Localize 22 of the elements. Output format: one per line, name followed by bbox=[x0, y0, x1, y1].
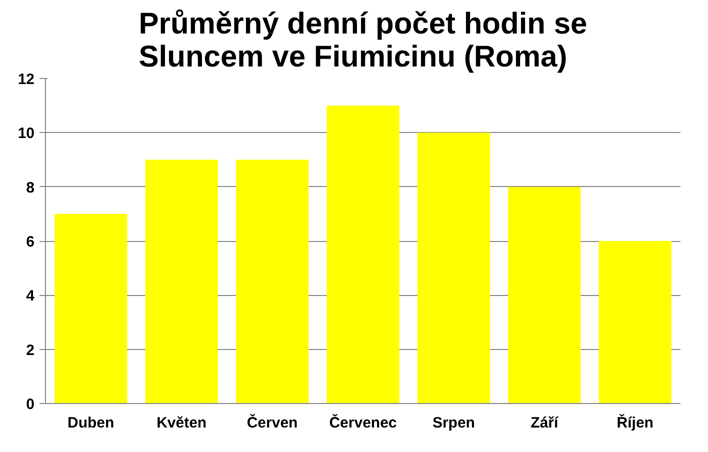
y-tick-label: 4 bbox=[26, 288, 36, 305]
y-tick-label: 12 bbox=[18, 71, 35, 88]
bar bbox=[417, 132, 490, 404]
bar bbox=[326, 106, 400, 404]
x-tick-label: Květen bbox=[156, 414, 207, 432]
bar bbox=[54, 214, 128, 404]
x-tick-label: Srpen bbox=[432, 414, 475, 432]
x-tick-label: Říjen bbox=[616, 414, 654, 432]
y-tick-label: 6 bbox=[26, 234, 34, 250]
bar bbox=[236, 160, 309, 404]
chart-title: Průměrný denní počet hodin se Sluncem ve Fiumicinu (Roma) bbox=[138, 8, 588, 74]
x-tick-label: Červen bbox=[246, 414, 298, 432]
x-tick-label: Září bbox=[530, 414, 560, 432]
y-tick-label: 10 bbox=[18, 125, 35, 142]
bar bbox=[508, 186, 581, 404]
y-tick-label: 2 bbox=[26, 342, 34, 359]
y-tick-label: 0 bbox=[26, 396, 34, 413]
y-tick-label: 8 bbox=[26, 179, 34, 196]
x-tick-label: Duben bbox=[68, 414, 114, 432]
x-tick-label: Červenec bbox=[329, 414, 397, 432]
bar bbox=[145, 160, 218, 404]
bar bbox=[598, 241, 672, 404]
